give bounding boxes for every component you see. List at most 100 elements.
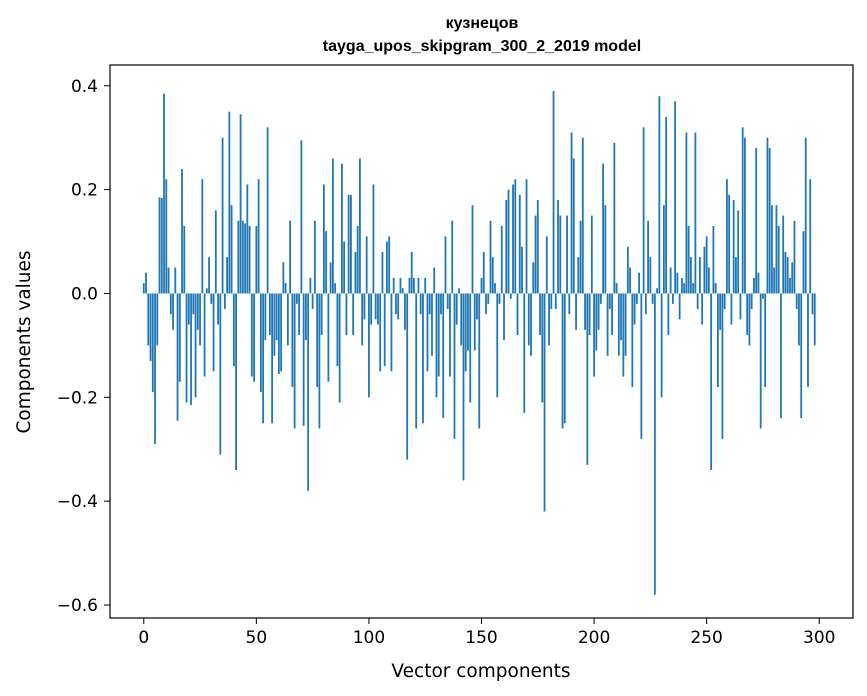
- bar: [453, 293, 456, 439]
- bar: [811, 293, 814, 315]
- bar: [755, 148, 758, 294]
- y-tick-label: −0.4: [57, 492, 98, 512]
- bar: [446, 293, 449, 310]
- bar: [174, 267, 177, 294]
- plot-frame: [109, 64, 854, 619]
- bar: [462, 293, 465, 481]
- bar: [611, 293, 613, 336]
- bar: [469, 293, 472, 403]
- bar: [154, 293, 156, 445]
- y-tick-label: 0.2: [71, 181, 98, 201]
- bar: [311, 293, 314, 310]
- bar: [624, 293, 627, 356]
- bar: [635, 293, 638, 304]
- bar: [350, 194, 352, 294]
- bar: [626, 246, 629, 294]
- bar: [496, 293, 499, 398]
- bar: [737, 210, 740, 294]
- bar: [676, 272, 679, 294]
- bar: [647, 220, 650, 294]
- bar: [187, 293, 190, 325]
- bar: [192, 293, 195, 315]
- bar: [404, 293, 406, 330]
- bar: [804, 137, 807, 294]
- y-tick-label: 0.4: [71, 77, 98, 97]
- bar: [606, 293, 609, 356]
- bar: [584, 293, 586, 330]
- x-axis-label: Vector components: [391, 661, 570, 682]
- bar: [156, 293, 159, 346]
- bar: [568, 293, 571, 315]
- bar: [638, 272, 641, 294]
- bar: [467, 293, 469, 351]
- bars-group: [142, 90, 816, 595]
- bar: [762, 293, 764, 299]
- bar: [228, 111, 231, 294]
- bar: [169, 293, 172, 315]
- bar: [293, 293, 296, 429]
- bar: [437, 293, 440, 377]
- bar: [550, 293, 553, 310]
- bar: [694, 132, 697, 294]
- bar: [615, 283, 618, 294]
- bar: [395, 293, 397, 315]
- bar: [410, 251, 413, 294]
- chart-title-line-1: кузнецов: [446, 15, 519, 32]
- bar: [388, 236, 391, 294]
- bar: [485, 293, 487, 315]
- bar: [723, 293, 726, 310]
- bar: [608, 293, 611, 310]
- bar: [289, 220, 292, 294]
- bar: [764, 293, 767, 387]
- bar: [665, 116, 668, 294]
- bar: [557, 200, 559, 294]
- bar: [422, 293, 424, 424]
- bar: [744, 137, 746, 294]
- bar: [248, 225, 251, 294]
- bar: [572, 158, 575, 294]
- bar: [219, 293, 222, 455]
- bar: [356, 225, 359, 294]
- y-axis-ticks: −0.6 −0.4 −0.2 0.0 0.2 0.4: [57, 77, 110, 616]
- bar: [689, 257, 692, 294]
- bar: [338, 293, 341, 403]
- bar: [784, 251, 787, 294]
- bar: [201, 179, 204, 294]
- bar: [390, 293, 393, 372]
- bar: [255, 225, 258, 294]
- bar: [158, 197, 161, 294]
- bar: [653, 293, 656, 595]
- bar: [642, 127, 645, 294]
- bar: [793, 220, 796, 294]
- bar: [316, 293, 319, 387]
- bar: [771, 205, 773, 294]
- bar: [777, 225, 780, 294]
- bar: [190, 293, 192, 406]
- bar: [383, 293, 386, 367]
- bar: [435, 293, 438, 398]
- bar: [575, 293, 577, 330]
- bar: [178, 293, 181, 382]
- bar: [507, 189, 510, 294]
- bar: [651, 293, 654, 304]
- bar: [331, 158, 334, 294]
- bar: [347, 194, 350, 294]
- bar: [543, 293, 546, 512]
- bar: [440, 293, 442, 315]
- bar: [277, 293, 280, 374]
- bar: [147, 293, 150, 346]
- bar: [239, 114, 242, 294]
- bar: [536, 200, 539, 294]
- bar: [444, 236, 447, 294]
- y-tick-label: 0.0: [71, 284, 98, 304]
- bar: [696, 293, 699, 310]
- bar: [581, 137, 584, 294]
- bar: [525, 179, 528, 294]
- bar: [374, 293, 377, 320]
- bar: [266, 127, 269, 294]
- bar: [183, 225, 186, 294]
- bar: [413, 277, 415, 294]
- bar: [304, 293, 307, 341]
- bar: [512, 184, 514, 294]
- bar: [698, 257, 701, 294]
